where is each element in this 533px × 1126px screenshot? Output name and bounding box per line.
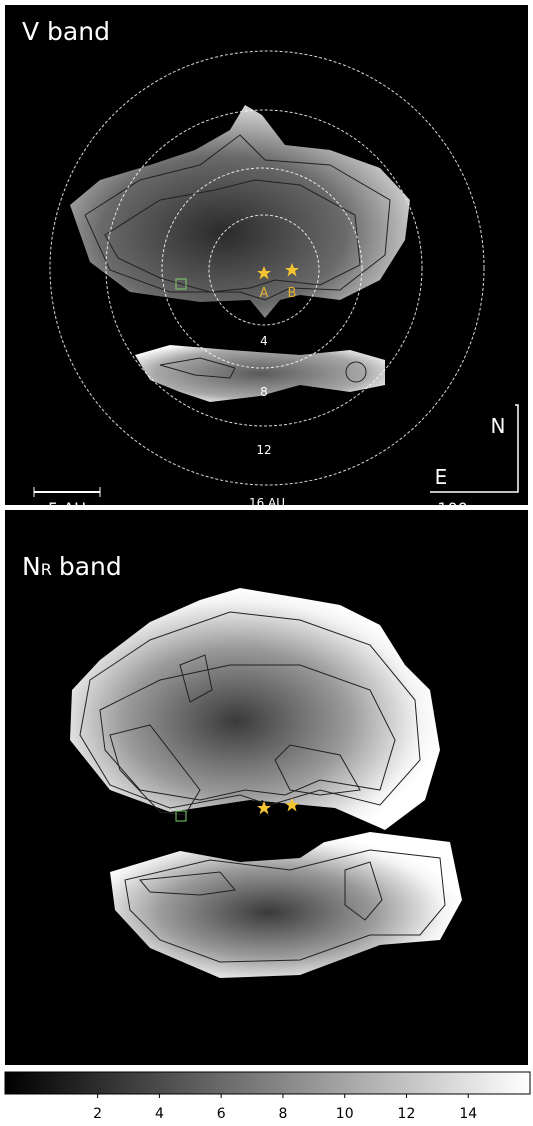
contour xyxy=(344,861,383,921)
contour xyxy=(84,134,391,301)
star-label: A xyxy=(260,286,269,301)
colorbar-tick-label: 14 xyxy=(459,1106,477,1122)
contour xyxy=(179,654,213,703)
colorbar-tick-label: 10 xyxy=(336,1106,354,1122)
panel-v-band: V band A B 4 8 12 16 AU 5 AU N E 100 mas xyxy=(5,5,528,518)
contour xyxy=(99,664,396,801)
colorbar: 2 4 6 8 10 12 14 xyxy=(4,1071,531,1122)
compass-north: N xyxy=(491,414,506,438)
title-main: N xyxy=(22,552,41,581)
contour xyxy=(109,724,201,816)
contour xyxy=(104,179,361,293)
colorbar-tick-label: 2 xyxy=(93,1106,102,1122)
panel-nr-band: NR band xyxy=(5,510,528,1065)
contour xyxy=(159,357,236,379)
emission-region xyxy=(135,345,385,402)
ring-label: 8 xyxy=(260,385,268,399)
emission-region xyxy=(70,588,440,830)
title-subscript: R xyxy=(41,560,52,579)
contour xyxy=(124,849,446,963)
ring-label: 16 AU xyxy=(249,496,285,510)
colorbar-tick-label: 6 xyxy=(217,1106,226,1122)
colorbar-tick-label: 12 xyxy=(398,1106,416,1122)
panel-title: V band xyxy=(22,17,110,46)
ring-label: 4 xyxy=(260,334,268,348)
contour xyxy=(274,744,361,796)
colorbar-gradient xyxy=(4,1071,531,1095)
distance-ring xyxy=(161,167,363,369)
distance-ring xyxy=(49,50,485,486)
colorbar-tick-label: 8 xyxy=(278,1106,287,1122)
contour xyxy=(79,611,421,809)
panel-title: NR band xyxy=(22,552,122,581)
gap xyxy=(175,800,335,862)
emission-region xyxy=(70,105,410,318)
contour xyxy=(139,871,236,896)
marker-square xyxy=(175,810,187,822)
colorbar-tick-label: 4 xyxy=(155,1106,164,1122)
distance-ring xyxy=(208,214,320,326)
title-rest: band xyxy=(59,552,122,581)
emission-region xyxy=(110,832,462,978)
marker-square xyxy=(175,278,187,290)
compass xyxy=(430,404,519,493)
distance-ring xyxy=(105,109,423,427)
compass-east: E xyxy=(435,465,448,489)
contour xyxy=(345,361,367,383)
ring-label: 12 xyxy=(256,443,271,457)
star-label: B xyxy=(288,286,297,301)
